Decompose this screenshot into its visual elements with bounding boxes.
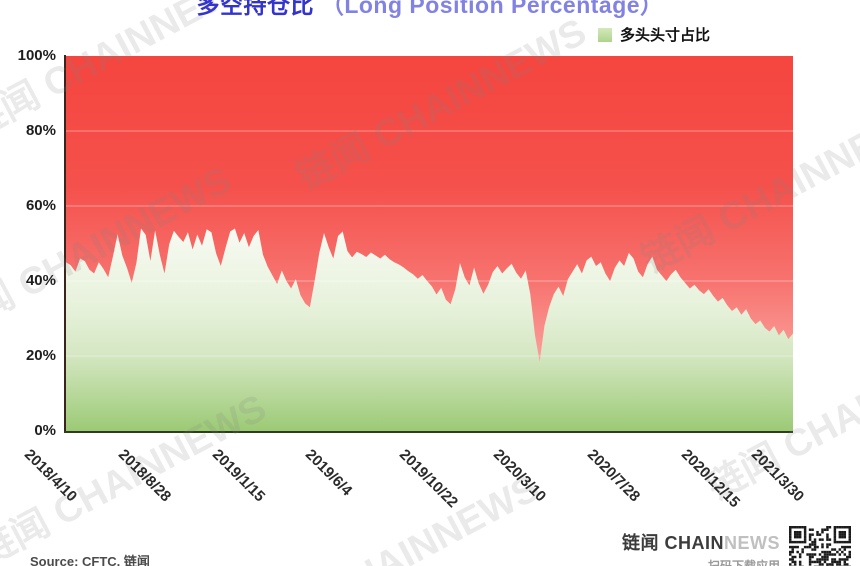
legend-swatch-long-area — [598, 27, 612, 42]
x-tick-label: 2021/3/30 — [747, 446, 808, 506]
y-axis-line — [64, 55, 66, 433]
brand-logo-dark: 链闻 CHAIN — [622, 533, 724, 553]
qr-code — [789, 526, 851, 566]
y-tick-label: 0% — [34, 422, 56, 439]
x-axis-line — [64, 431, 793, 433]
brand-logo-light: NEWS — [724, 533, 780, 553]
x-tick-label: 2020/7/28 — [583, 446, 644, 506]
long-position-area-chart — [66, 130, 793, 431]
title-chinese: 多空持仓比 — [196, 0, 314, 18]
y-tick-label: 80% — [25, 122, 56, 139]
x-tick-label: 2018/8/28 — [114, 446, 174, 506]
plot-area — [66, 56, 793, 431]
y-tick-label: 40% — [25, 272, 56, 289]
title-english: （Long Position Percentage） — [320, 0, 664, 18]
legend: 多头头寸占比 — [598, 24, 710, 45]
legend-label: 多头头寸占比 — [620, 27, 711, 44]
x-tick-label: 2019/10/22 — [396, 446, 462, 512]
x-tick-label: 2019/6/4 — [302, 446, 356, 500]
x-tick-label: 2019/1/15 — [208, 446, 268, 506]
page-title: 多空持仓比 （Long Position Percentage） — [0, 0, 860, 20]
y-tick-label: 60% — [25, 197, 56, 214]
x-tick-label: 2018/4/10 — [20, 446, 81, 506]
x-tick-label: 2020/3/10 — [490, 446, 550, 506]
x-tick-label: 2020/12/15 — [677, 446, 743, 512]
chainnews-watermark: 链闻 CHAINNEWS — [243, 467, 547, 566]
brand-logo: 链闻 CHAINNEWS — [622, 529, 780, 555]
gridlines — [66, 130, 793, 357]
y-tick-label: 20% — [25, 347, 56, 364]
long-position-area — [66, 228, 793, 431]
brand-block: 链闻 CHAINNEWS 扫码下载应用 — [622, 529, 780, 566]
y-tick-label: 100% — [17, 47, 56, 64]
source-text: Source: CFTC, 链闻 — [30, 554, 150, 566]
scan-download-hint: 扫码下载应用 — [707, 559, 780, 566]
